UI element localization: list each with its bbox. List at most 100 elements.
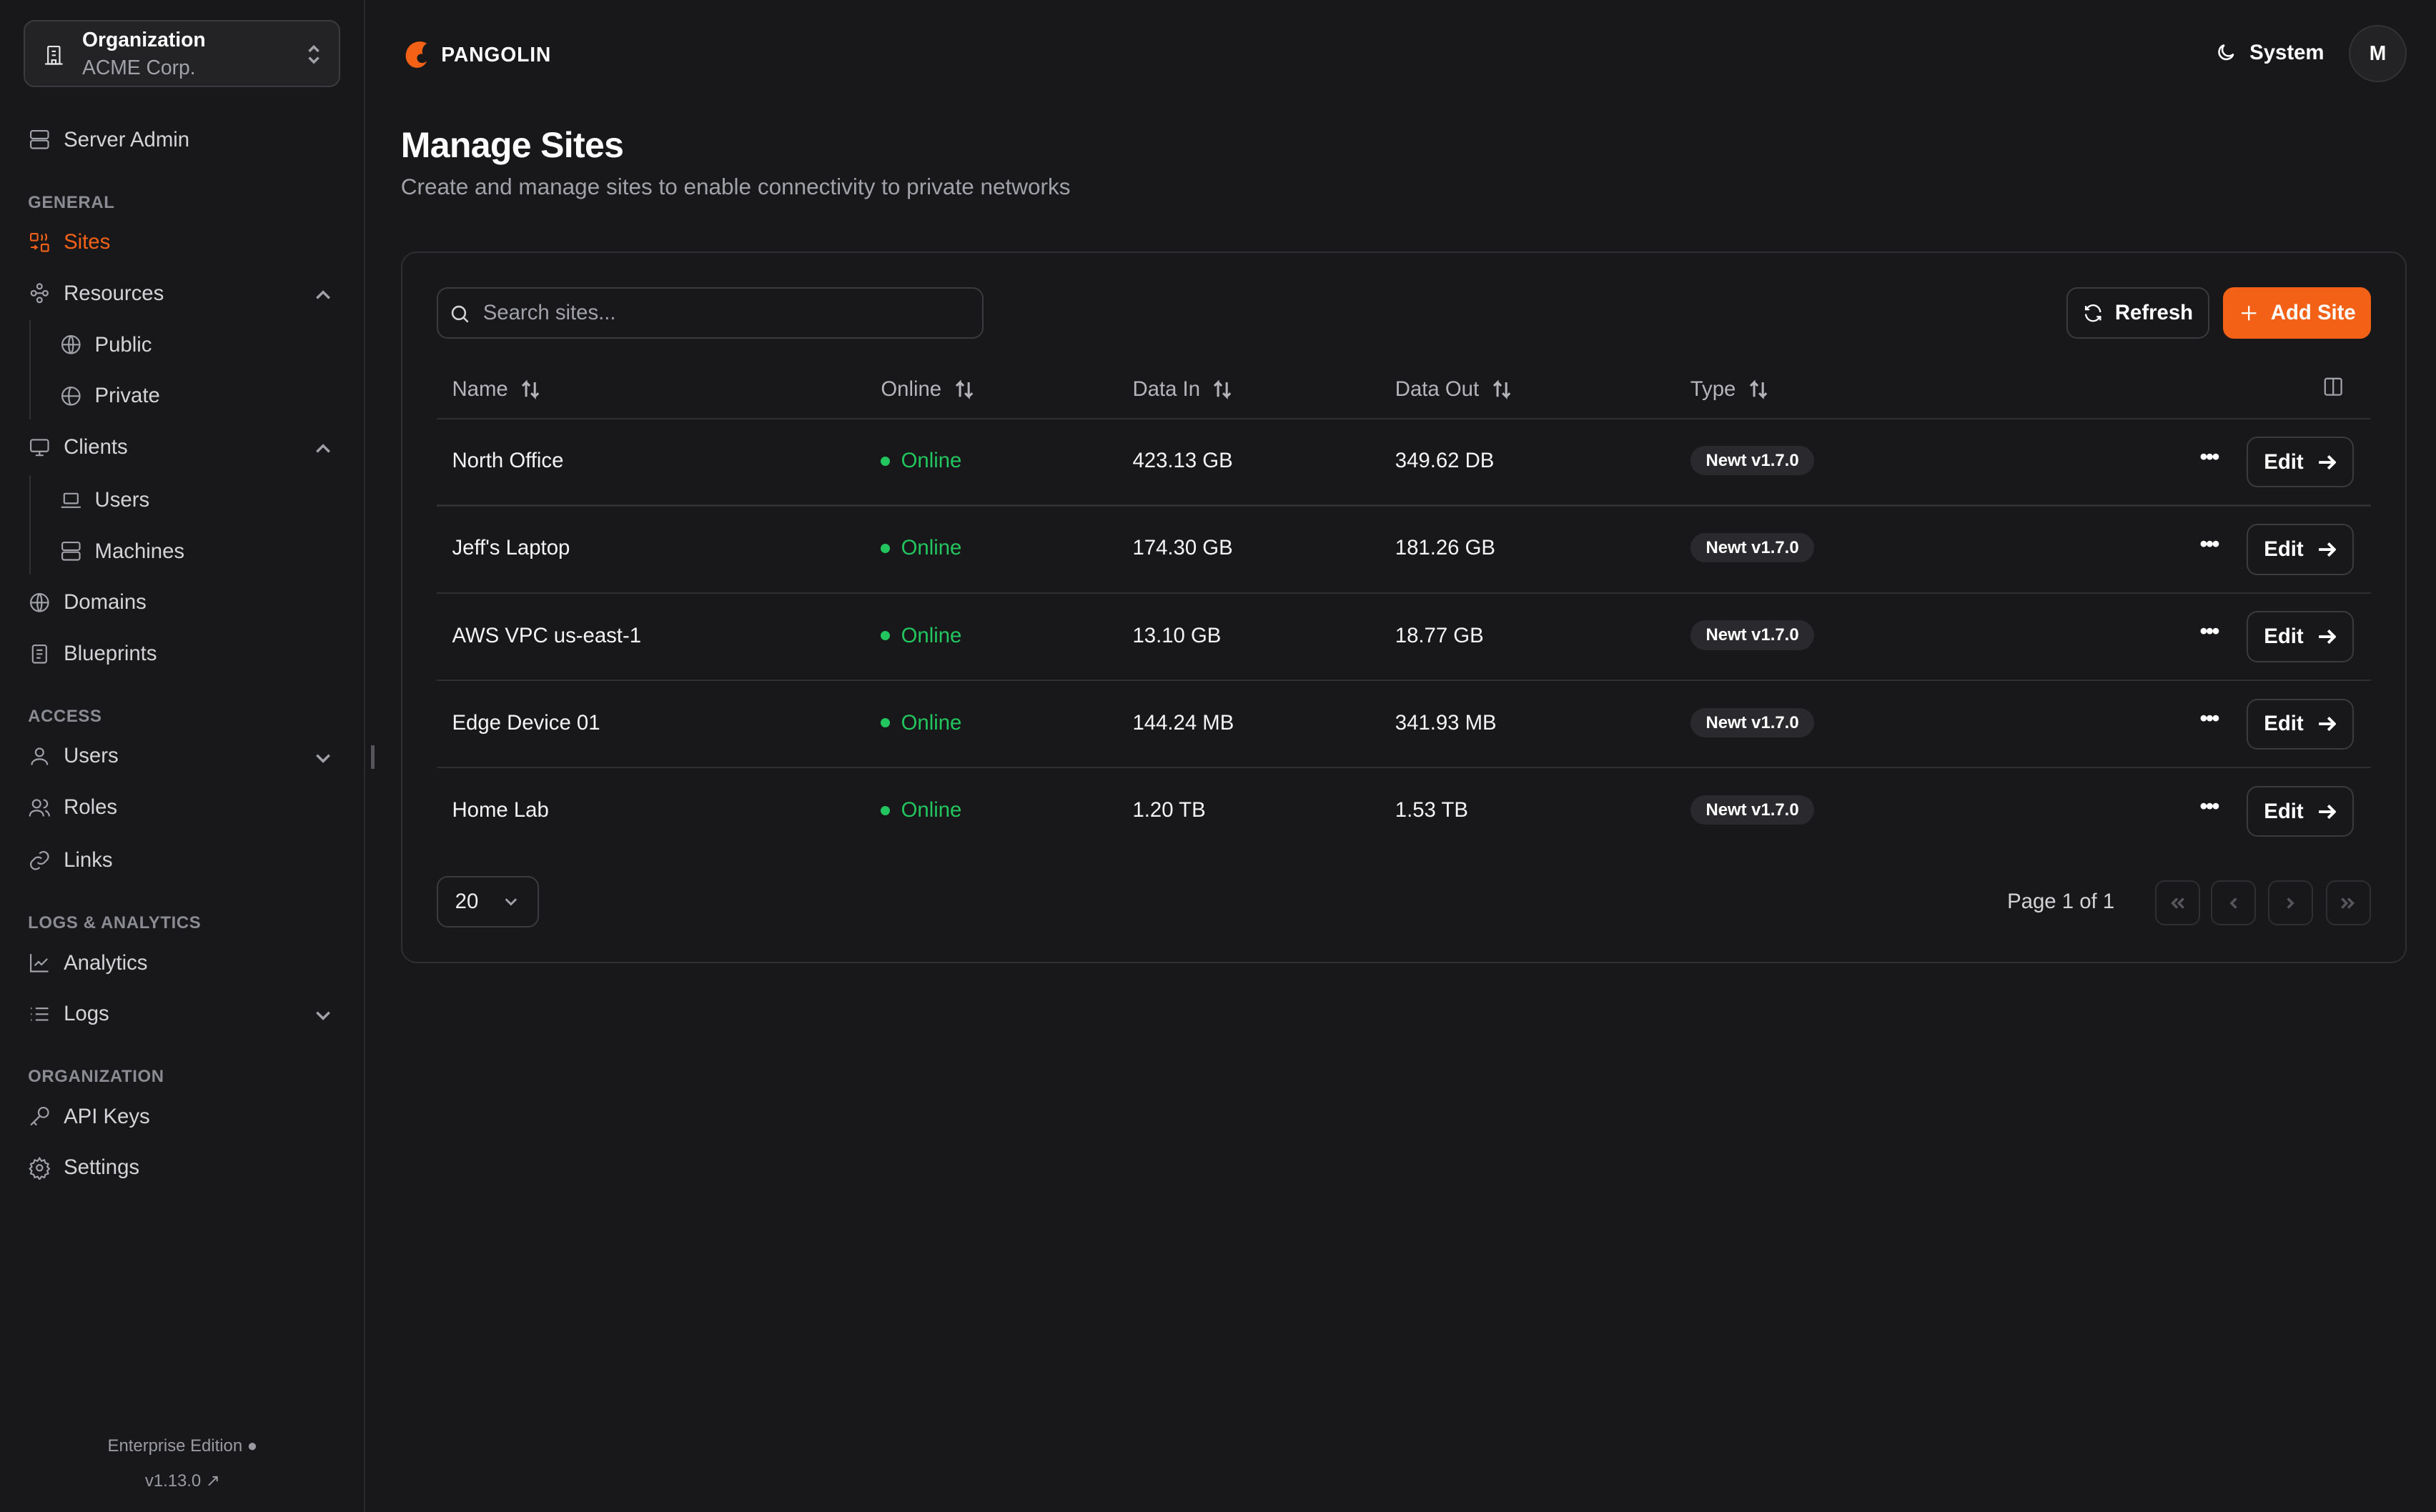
prev-page-button[interactable] (2210, 880, 2256, 926)
sidebar-item-blueprints[interactable]: Blueprints (28, 638, 157, 669)
sidebar-item-users[interactable]: Users (28, 741, 119, 772)
laptop-icon (61, 492, 81, 508)
column-header-online[interactable]: Online (881, 377, 974, 402)
sidebar-item-domains[interactable]: Domains (28, 587, 147, 618)
more-actions-icon[interactable]: ••• (2199, 706, 2220, 731)
org-label: Organization (82, 27, 206, 51)
sidebar-item-machines[interactable]: Machines (59, 536, 184, 567)
sidebar-item-roles[interactable]: Roles (28, 792, 117, 822)
sidebar-item-logs[interactable]: Logs (28, 999, 109, 1030)
edit-button[interactable]: Edit (2246, 698, 2354, 750)
chevron-up-icon[interactable] (314, 286, 332, 304)
search-icon (451, 305, 469, 323)
page-title: Manage Sites (400, 124, 624, 165)
page-size-select[interactable]: 20 (436, 875, 540, 927)
status-online: Online (881, 624, 961, 648)
sidebar-item-clients[interactable]: Clients (28, 432, 128, 462)
row-divider (436, 592, 2371, 594)
site-name: North Office (452, 449, 564, 473)
chevron-down-icon[interactable] (314, 1006, 332, 1025)
version-info[interactable]: v1.13.0 ↗ (0, 1471, 365, 1491)
edit-label: Edit (2264, 537, 2304, 561)
edit-button[interactable]: Edit (2246, 785, 2354, 837)
edit-button[interactable]: Edit (2246, 524, 2354, 575)
user-icon (31, 747, 49, 765)
sites-table-card (400, 252, 2407, 963)
section-organization: ORGANIZATION (28, 1067, 164, 1087)
data-out: 349.62 DB (1395, 449, 1495, 473)
arrow-right-icon (2319, 804, 2337, 819)
sidebar-item-private[interactable]: Private (59, 381, 160, 412)
more-actions-icon[interactable]: ••• (2199, 531, 2220, 556)
org-selector[interactable]: Organization ACME Corp. (23, 20, 340, 87)
sidebar-item-settings[interactable]: Settings (28, 1153, 139, 1183)
edit-label: Edit (2264, 799, 2304, 823)
column-label: Type (1690, 377, 1736, 402)
data-out: 18.77 GB (1395, 623, 1484, 647)
chevron-up-icon[interactable] (314, 439, 332, 458)
column-header-type[interactable]: Type (1690, 377, 1768, 402)
sidebar-item-public[interactable]: Public (59, 329, 152, 360)
status-online: Online (881, 536, 961, 560)
first-page-button[interactable] (2154, 880, 2200, 926)
edition-info[interactable]: Enterprise Edition ● (0, 1436, 365, 1456)
key-icon (30, 1107, 49, 1126)
brand-logo[interactable]: PANGOLIN (401, 37, 551, 71)
column-header-data-in[interactable]: Data In (1132, 377, 1232, 402)
sidebar-resize-handle[interactable] (371, 745, 375, 769)
more-actions-icon[interactable]: ••• (2199, 793, 2220, 818)
github-icon: ● (247, 1436, 258, 1456)
link-icon (30, 850, 49, 870)
data-out: 1.53 TB (1395, 798, 1468, 822)
plus-icon (2242, 305, 2257, 321)
sidebar-item-resources[interactable]: Resources (28, 278, 164, 309)
add-site-button[interactable]: Add Site (2223, 287, 2371, 339)
external-link-icon: ↗ (205, 1471, 220, 1491)
column-label: Name (452, 377, 508, 402)
label: Private (94, 384, 160, 408)
status-label: Online (901, 536, 962, 560)
sidebar-item-api-keys[interactable]: API Keys (28, 1101, 150, 1132)
search-input[interactable] (436, 287, 984, 339)
users-icon (29, 799, 51, 817)
column-header-name[interactable]: Name (452, 377, 540, 402)
more-actions-icon[interactable]: ••• (2199, 619, 2220, 644)
sort-icon (1492, 379, 1510, 399)
server-icon (61, 542, 81, 561)
data-out: 341.93 MB (1395, 710, 1497, 735)
refresh-button[interactable]: Refresh (2066, 287, 2209, 339)
data-in: 174.30 GB (1132, 536, 1233, 560)
type-badge: Newt v1.7.0 (1690, 533, 1815, 563)
status-label: Online (901, 449, 962, 473)
chevron-down-icon[interactable] (314, 749, 332, 767)
theme-toggle[interactable]: System (2215, 41, 2324, 65)
moon-icon (2218, 44, 2234, 61)
sidebar-item-analytics[interactable]: Analytics (28, 948, 147, 978)
data-out: 181.26 GB (1395, 536, 1495, 560)
more-actions-icon[interactable]: ••• (2199, 444, 2220, 469)
status-label: Online (901, 623, 962, 647)
sidebar-item-links[interactable]: Links (28, 845, 113, 875)
sort-icon (955, 379, 973, 399)
last-page-button[interactable] (2325, 880, 2371, 926)
columns-icon[interactable] (2322, 376, 2344, 397)
edit-button[interactable]: Edit (2246, 436, 2354, 488)
site-name: Jeff's Laptop (452, 536, 570, 560)
next-page-button[interactable] (2268, 880, 2314, 926)
status-dot-icon (881, 543, 891, 553)
label: Sites (64, 230, 111, 254)
globe-icon (30, 592, 49, 612)
status-online: Online (881, 449, 961, 473)
edit-button[interactable]: Edit (2246, 611, 2354, 662)
section-logs-analytics: LOGS & ANALYTICS (28, 913, 202, 932)
sidebar-item-server-admin[interactable]: Server Admin (28, 124, 189, 155)
sidebar-item-sites[interactable]: Sites (28, 227, 110, 257)
page-indicator: Page 1 of 1 (2007, 890, 2115, 914)
user-avatar[interactable]: M (2349, 24, 2407, 83)
column-header-data-out[interactable]: Data Out (1395, 377, 1512, 402)
pangolin-logo-icon (405, 41, 427, 69)
data-in: 423.13 GB (1132, 449, 1233, 473)
sidebar-item-client-users[interactable]: Users (59, 484, 149, 515)
brand-name: PANGOLIN (441, 42, 552, 66)
data-in: 144.24 MB (1132, 710, 1234, 735)
